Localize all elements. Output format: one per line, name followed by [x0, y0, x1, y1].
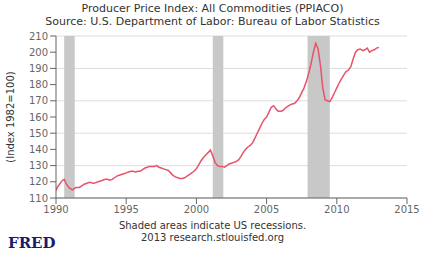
svg-text:2015: 2015 [394, 204, 417, 215]
svg-text:1995: 1995 [113, 204, 138, 215]
html-text:2013 research.stlouisfed.org: 2013 research.stlouisfed.org [141, 232, 284, 243]
svg-text:210: 210 [29, 31, 48, 42]
svg-text:120: 120 [29, 176, 48, 187]
svg-text:150: 150 [29, 128, 48, 139]
svg-text:(Index 1982=100): (Index 1982=100) [8, 71, 16, 163]
svg-text:180: 180 [29, 79, 48, 90]
svg-text:2010: 2010 [324, 204, 349, 215]
html-text:Source: U.S. Department of Lab: Source: U.S. Department of Labor: Bureau… [45, 15, 380, 28]
svg-text:200: 200 [29, 47, 48, 58]
svg-text:160: 160 [29, 112, 48, 123]
svg-text:190: 190 [29, 63, 48, 74]
svg-text:140: 140 [29, 144, 48, 155]
svg-text:2005: 2005 [254, 204, 279, 215]
html-text:Shaded areas indicate US reces: Shaded areas indicate US recessions. [118, 220, 307, 231]
svg-text:1990: 1990 [43, 204, 68, 215]
svg-text:2000: 2000 [184, 204, 209, 215]
svg-text:110: 110 [29, 193, 48, 204]
svg-text:170: 170 [29, 95, 48, 106]
svg-text:130: 130 [29, 160, 48, 171]
html-text:FRED: FRED [8, 234, 56, 252]
html-text:Producer Price Index: All Comm: Producer Price Index: All Commodities (P… [81, 2, 344, 15]
